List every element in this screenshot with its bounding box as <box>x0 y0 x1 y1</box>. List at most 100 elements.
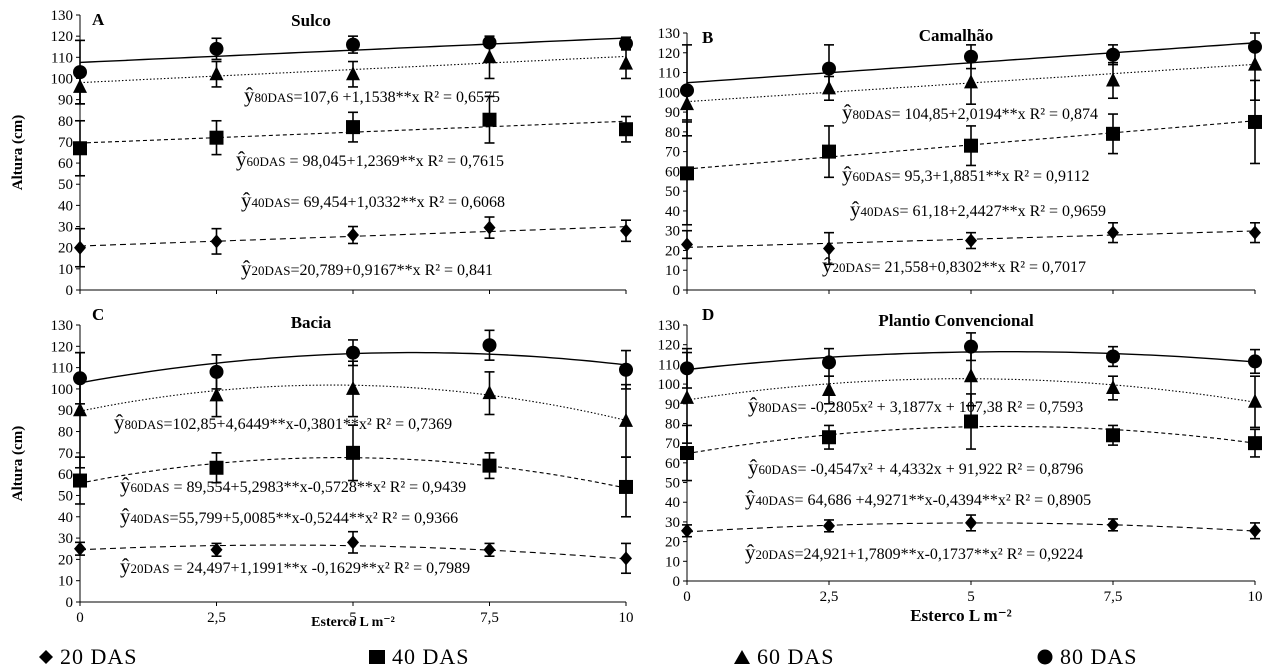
data-point-circle <box>822 355 836 370</box>
panel-title: Bacia <box>291 313 332 332</box>
data-point-circle <box>482 338 497 353</box>
data-point-circle <box>209 364 224 379</box>
data-point-circle <box>1248 354 1262 369</box>
y-tick-label: 130 <box>658 26 681 42</box>
y-tick-label: 10 <box>665 263 680 279</box>
y-tick-label: 80 <box>58 114 73 130</box>
y-tick-label: 70 <box>665 436 680 452</box>
y-tick-label: 60 <box>58 467 73 483</box>
data-point-diamond <box>965 515 977 530</box>
data-point-square <box>1248 436 1262 451</box>
data-point-triangle <box>964 368 978 383</box>
x-axis-label: Esterco L m⁻² <box>910 606 1012 625</box>
y-tick-label: 80 <box>665 125 680 141</box>
regression-equation: ŷ40DAS= 64,686 +4,9271**x-0,4394**x² R² … <box>745 486 1091 510</box>
data-point-square <box>964 414 978 429</box>
panel-a: 0 10 20 30 40 50 60 70 80 90 100 110 120 130 A Sulco Alt… <box>10 8 633 299</box>
x-tick-label: 7,5 <box>1104 589 1123 605</box>
circle-marker-icon <box>1037 649 1053 665</box>
data-point-triangle <box>619 412 633 427</box>
x-tick-label: 10 <box>619 610 634 626</box>
data-point-triangle <box>482 49 497 64</box>
panel-letter: B <box>702 28 713 47</box>
legend-label: 60 DAS <box>757 644 835 669</box>
y-tick-label: 80 <box>665 416 680 432</box>
y-tick-label: 60 <box>665 164 680 180</box>
data-point-diamond <box>483 220 496 235</box>
legend-label: 40 DAS <box>392 644 470 669</box>
legend-label: 80 DAS <box>1060 644 1138 669</box>
y-tick-label: 70 <box>58 446 73 462</box>
y-tick-label: 20 <box>58 241 73 257</box>
y-tick-label: 10 <box>58 262 73 278</box>
data-point-triangle <box>680 389 694 404</box>
regression-equation: ŷ80DAS= -0,2805x² + 3,1877x + 107,38 R² … <box>748 393 1083 417</box>
x-tick-label: 0 <box>76 610 84 626</box>
y-tick-label: 130 <box>658 318 681 334</box>
regression-equation: ŷ40DAS=55,799+5,0085**x-0,5244**x² R² = … <box>120 504 458 528</box>
y-axis-label: Altura (cm) <box>10 115 26 190</box>
y-tick-label: 110 <box>658 357 680 373</box>
data-point-circle <box>346 37 360 52</box>
data-point-circle <box>1106 47 1120 62</box>
regression-equation: ŷ40DAS= 69,454+1,0332**x R² = 0,6068 <box>241 188 505 212</box>
data-point-triangle <box>619 55 633 70</box>
y-tick-label: 30 <box>665 224 680 240</box>
y-tick-label: 70 <box>665 145 680 161</box>
data-point-square <box>1106 126 1120 141</box>
data-point-diamond <box>1249 225 1261 240</box>
y-tick-label: 10 <box>58 574 73 590</box>
y-tick-label: 50 <box>665 184 680 200</box>
x-tick-label: 10 <box>1248 589 1263 605</box>
y-tick-label: 90 <box>665 397 680 413</box>
data-point-circle <box>822 61 836 76</box>
data-point-diamond <box>74 541 86 556</box>
data-point-triangle <box>1106 380 1120 395</box>
y-tick-label: 30 <box>665 515 680 531</box>
legend-item-20das: 20 DAS <box>38 644 138 670</box>
y-tick-label: 20 <box>665 535 680 551</box>
y-tick-label: 120 <box>658 338 681 354</box>
regression-equation: ŷ80DAS=102,85+4,6449**x-0,3801**x² R² = … <box>114 410 452 434</box>
legend-item-80das: 80 DAS <box>1036 644 1138 670</box>
panel-title: Plantio Convencional <box>878 311 1034 330</box>
panel-d: 0 10 20 30 40 50 60 70 80 90 100 110 120 130 0 2,5 5 7,5 1… <box>658 305 1263 625</box>
panel-b: 0 10 20 30 40 50 60 70 80 90 100 110 120 130 B Camalhão… <box>658 26 1262 299</box>
data-point-triangle <box>1248 393 1262 408</box>
data-point-square <box>73 141 87 156</box>
y-tick-label: 50 <box>58 488 73 504</box>
data-point-circle <box>1106 349 1120 364</box>
regression-equation: ŷ20DAS=20,789+0,9167**x R² = 0,841 <box>241 256 493 280</box>
y-tick-label: 130 <box>51 318 74 334</box>
data-point-circle <box>619 36 633 51</box>
panel-title: Camalhão <box>919 26 994 45</box>
data-point-diamond <box>620 223 632 238</box>
data-point-diamond <box>347 535 359 550</box>
data-point-triangle <box>209 387 224 402</box>
data-point-triangle <box>822 80 836 95</box>
y-tick-label: 100 <box>658 85 681 101</box>
regression-equation: ŷ20DAS = 24,497+1,1991**x -0,1629**x² R²… <box>120 554 470 578</box>
data-point-triangle <box>1106 72 1120 87</box>
x-tick-label: 0 <box>683 589 691 605</box>
data-point-triangle <box>680 96 694 111</box>
y-tick-label: 20 <box>58 552 73 568</box>
data-point-square <box>482 112 497 127</box>
triangle-marker-icon <box>734 650 750 664</box>
data-point-diamond <box>823 241 835 256</box>
data-point-square <box>680 166 694 181</box>
y-tick-label: 30 <box>58 220 73 236</box>
data-point-circle <box>209 41 224 56</box>
y-tick-label: 50 <box>665 476 680 492</box>
data-point-triangle <box>346 66 360 81</box>
regression-equation: ŷ40DAS= 61,18+2,4427**x R² = 0,9659 <box>850 197 1106 221</box>
legend: 20 DAS 40 DAS 60 DAS 80 DAS <box>0 640 1272 672</box>
data-point-square <box>680 446 694 460</box>
panel-letter: D <box>702 305 714 324</box>
y-axis-label: Altura (cm) <box>10 426 26 501</box>
data-point-diamond <box>210 234 223 249</box>
data-point-triangle <box>73 78 87 93</box>
y-tick-label: 110 <box>658 66 680 82</box>
